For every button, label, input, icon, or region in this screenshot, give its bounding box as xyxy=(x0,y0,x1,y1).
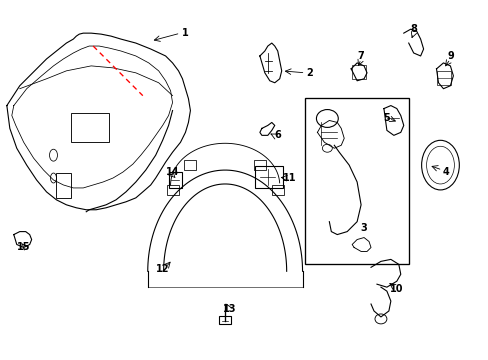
Text: 13: 13 xyxy=(223,304,236,314)
Bar xyxy=(56,173,71,198)
Text: 6: 6 xyxy=(274,130,281,140)
Text: 7: 7 xyxy=(357,51,364,61)
Bar xyxy=(184,160,196,170)
Text: 1: 1 xyxy=(182,28,188,38)
Text: 8: 8 xyxy=(409,24,416,34)
Text: 14: 14 xyxy=(165,167,179,177)
Bar xyxy=(271,185,283,195)
Bar xyxy=(166,185,178,195)
Bar xyxy=(168,172,182,188)
Text: 15: 15 xyxy=(17,243,30,252)
Bar xyxy=(351,65,366,79)
Bar xyxy=(254,166,282,188)
Text: 5: 5 xyxy=(383,113,389,123)
Bar xyxy=(71,113,109,142)
Bar xyxy=(437,71,450,85)
Text: 3: 3 xyxy=(360,222,366,233)
Text: 10: 10 xyxy=(389,284,403,294)
Bar xyxy=(304,98,408,264)
Bar xyxy=(253,160,265,170)
Text: 4: 4 xyxy=(442,167,449,177)
Text: 12: 12 xyxy=(156,264,169,274)
Bar xyxy=(219,316,231,324)
Text: 9: 9 xyxy=(446,51,453,61)
Text: 11: 11 xyxy=(283,173,296,183)
Text: 2: 2 xyxy=(305,68,312,78)
